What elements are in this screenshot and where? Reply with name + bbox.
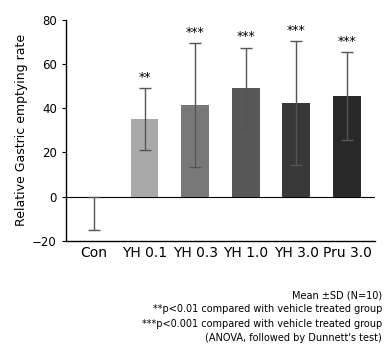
Text: ***: *** xyxy=(287,24,306,37)
Text: ***p<0.001 compared with vehicle treated group: ***p<0.001 compared with vehicle treated… xyxy=(142,319,382,328)
Text: ***: *** xyxy=(186,26,204,39)
Bar xyxy=(333,96,361,196)
Text: ***: *** xyxy=(338,34,356,48)
Bar xyxy=(131,119,158,196)
Text: **: ** xyxy=(138,71,151,84)
Text: **p<0.01 compared with vehicle treated group: **p<0.01 compared with vehicle treated g… xyxy=(153,304,382,314)
Text: ***: *** xyxy=(236,30,255,43)
Text: (ANOVA, followed by Dunnett's test): (ANOVA, followed by Dunnett's test) xyxy=(206,333,382,342)
Bar xyxy=(181,105,209,196)
Text: Mean ±SD (N=10): Mean ±SD (N=10) xyxy=(292,290,382,300)
Bar xyxy=(282,103,310,196)
Bar xyxy=(232,88,260,196)
Y-axis label: Relative Gastric emptying rate: Relative Gastric emptying rate xyxy=(15,34,28,226)
